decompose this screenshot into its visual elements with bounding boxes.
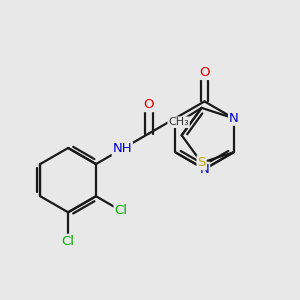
Text: O: O [199, 66, 210, 79]
Text: CH₃: CH₃ [168, 117, 189, 127]
Text: Cl: Cl [61, 235, 75, 248]
Text: NH: NH [112, 142, 132, 155]
Text: O: O [143, 98, 154, 111]
Text: Cl: Cl [114, 204, 128, 217]
Text: S: S [197, 156, 206, 169]
Text: N: N [200, 163, 209, 176]
Text: N: N [229, 112, 239, 125]
